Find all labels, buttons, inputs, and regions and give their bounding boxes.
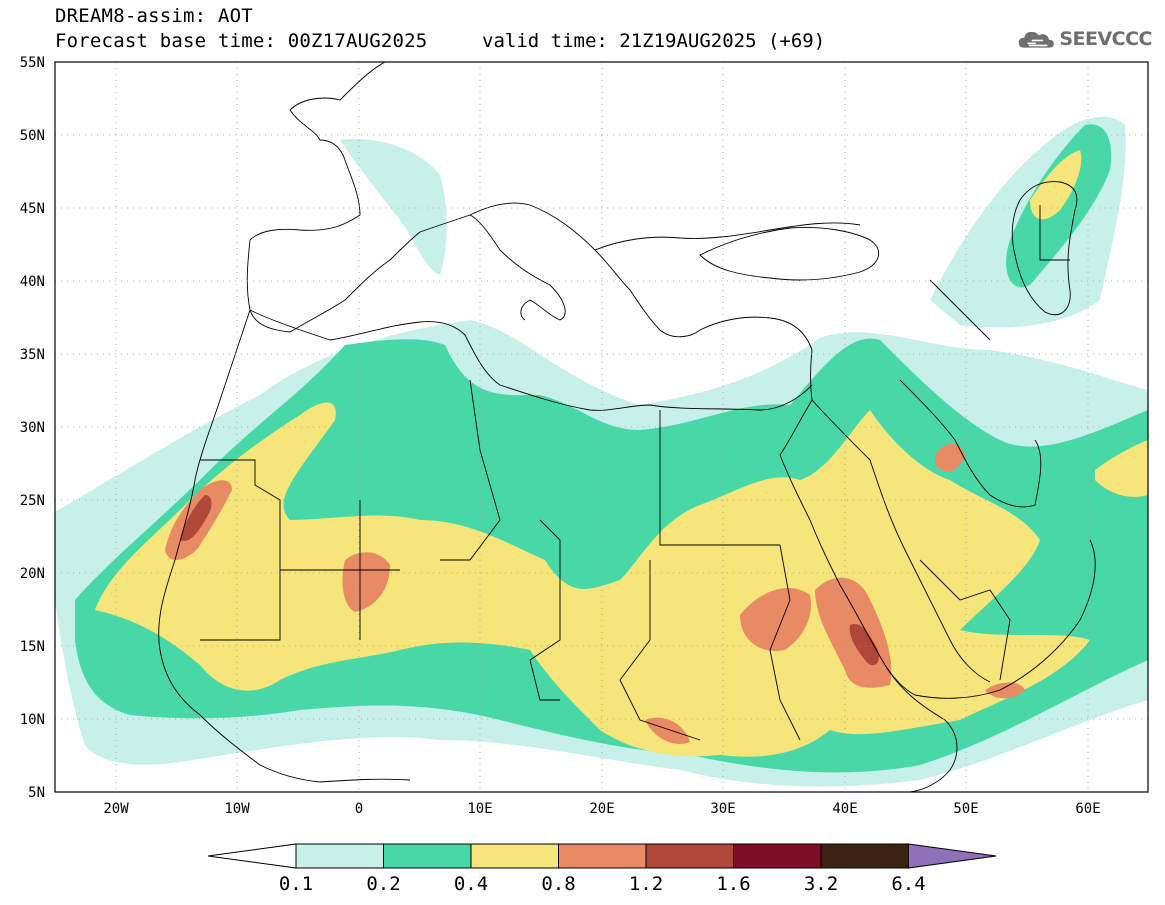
coastlines xyxy=(158,62,1096,792)
colorbar-bin xyxy=(470,843,559,869)
gridlines xyxy=(55,62,1148,792)
lon-tick: 10E xyxy=(467,801,492,817)
lat-tick: 40N xyxy=(20,274,45,290)
forecast-base-time: Forecast base time: 00Z17AUG2025 xyxy=(55,30,428,52)
colorbar-bin xyxy=(383,843,472,869)
colorbar-label: 0.4 xyxy=(454,873,488,895)
lon-tick: 30E xyxy=(710,801,735,817)
lat-tick: 25N xyxy=(20,493,45,509)
colorbar-label: 1.6 xyxy=(716,873,750,895)
lat-tick: 55N xyxy=(20,55,45,71)
valid-time: valid time: 21Z19AUG2025 (+69) xyxy=(482,30,826,52)
colorbar-label: 3.2 xyxy=(804,873,838,895)
colorbar-label: 0.8 xyxy=(541,873,575,895)
color-bar xyxy=(207,843,997,869)
colorbar-bin xyxy=(733,843,822,869)
colorbar-label: 0.2 xyxy=(366,873,400,895)
colorbar-high-arrow xyxy=(908,843,997,869)
lat-tick: 5N xyxy=(28,785,45,801)
colorbar-bin xyxy=(558,843,647,869)
lon-tick: 0 xyxy=(355,801,363,817)
lon-tick: 50E xyxy=(953,801,978,817)
aot-shading xyxy=(55,116,1148,787)
lat-tick: 35N xyxy=(20,347,45,363)
colorbar-label: 6.4 xyxy=(891,873,925,895)
lat-tick: 10N xyxy=(20,712,45,728)
lat-tick: 50N xyxy=(20,128,45,144)
lon-tick: 20E xyxy=(589,801,614,817)
lon-tick: 60E xyxy=(1075,801,1100,817)
map-title: DREAM8-assim: AOT xyxy=(55,5,253,27)
lat-tick: 45N xyxy=(20,201,45,217)
lat-tick: 30N xyxy=(20,420,45,436)
lat-tick: 20N xyxy=(20,566,45,582)
colorbar-bin xyxy=(820,843,909,869)
colorbar-low-arrow xyxy=(207,843,297,869)
colorbar-label: 0.1 xyxy=(279,873,313,895)
cloud-icon xyxy=(1018,31,1054,48)
colorbar-bin xyxy=(295,843,384,869)
lon-tick: 20W xyxy=(103,801,129,817)
lon-tick: 10W xyxy=(224,801,250,817)
lat-tick: 15N xyxy=(20,639,45,655)
seevccc-logo: SEEVCCC xyxy=(1018,22,1152,56)
colorbar-bin xyxy=(645,843,734,869)
lon-tick: 40E xyxy=(832,801,857,817)
colorbar-label: 1.2 xyxy=(629,873,663,895)
map-frame xyxy=(54,61,1149,793)
logo-text: SEEVCCC xyxy=(1059,28,1152,50)
